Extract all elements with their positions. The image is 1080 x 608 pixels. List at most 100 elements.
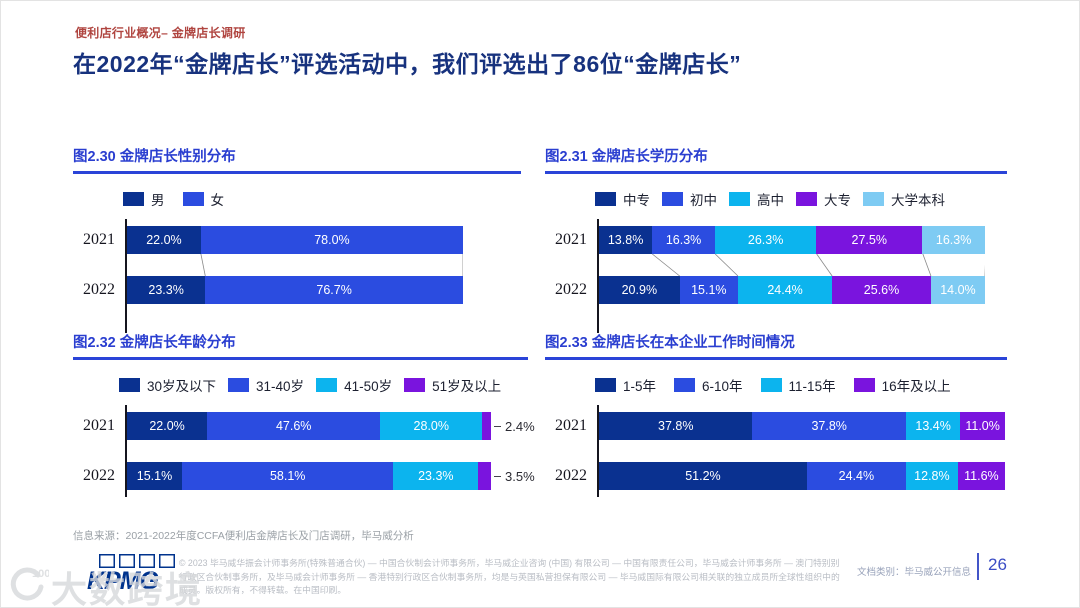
bar-row: 2021 37.8% 37.8% 13.4% 11.0% bbox=[555, 412, 1007, 440]
legend: 中专 初中 高中 大专 大学本科 bbox=[595, 189, 1007, 209]
legend-swatch bbox=[796, 192, 817, 206]
bar-row: 2022 23.3% 76.7% bbox=[83, 276, 521, 304]
legend-label: 11-15年 bbox=[788, 379, 836, 394]
page-number: 26 bbox=[988, 555, 1007, 574]
bar-segment bbox=[478, 462, 491, 490]
chart-title: 图2.30 金牌店长性别分布 bbox=[73, 145, 521, 174]
stacked-bar: 20.9% 15.1% 24.4% 25.6% 14.0% bbox=[599, 276, 985, 304]
legend-item: 高中 bbox=[729, 189, 784, 209]
legend: 1-5年 6-10年 11-15年 16年及以上 bbox=[595, 375, 1007, 395]
year-label: 2022 bbox=[555, 281, 587, 298]
source-note: 信息来源：2021-2022年度CCFA便利店金牌店长及门店调研，毕马威分析 bbox=[73, 530, 414, 542]
chart-title: 图2.31 金牌店长学历分布 bbox=[545, 145, 1007, 174]
bar-segment: 24.4% bbox=[737, 276, 833, 304]
bar-segment: 47.6% bbox=[207, 412, 381, 440]
bar-row: 2021 13.8% 16.3% 26.3% 27.5% 16.3% bbox=[555, 226, 1007, 254]
bar-segment: 25.6% bbox=[832, 276, 931, 304]
bar-segment: 76.7% bbox=[205, 276, 463, 304]
legend-swatch bbox=[404, 378, 426, 392]
swirl-100-icon: 100 bbox=[5, 563, 50, 608]
bar-segment: 16.3% bbox=[922, 226, 985, 254]
chart-education-distribution: 图2.31 金牌店长学历分布 中专 初中 高中 大专 大学本科 2021 13.8% 16.… bbox=[545, 145, 1007, 333]
leader-line bbox=[494, 475, 501, 477]
legend-label: 女 bbox=[210, 193, 225, 208]
year-label: 2021 bbox=[83, 231, 115, 248]
bar-segment: 20.9% bbox=[599, 276, 680, 304]
stacked-bar: 22.0% 78.0% bbox=[127, 226, 463, 254]
chart-rows: 2021 13.8% 16.3% 26.3% 27.5% 16.3% 2022 20.9% 15… bbox=[555, 219, 1007, 333]
legend-item: 大学本科 bbox=[863, 189, 945, 209]
legend-label: 30岁及以下 bbox=[147, 379, 217, 394]
stacked-bar: 51.2% 24.4% 12.8% 11.6% bbox=[599, 462, 1005, 490]
chart-title: 图2.33 金牌店长在本企业工作时间情况 bbox=[545, 331, 1007, 360]
legend-label: 31-40岁 bbox=[256, 379, 305, 394]
legend-swatch bbox=[760, 378, 782, 392]
legend-label: 大专 bbox=[824, 193, 851, 208]
bar-segment: 51.2% bbox=[599, 462, 807, 490]
year-label: 2022 bbox=[83, 281, 115, 298]
legend: 30岁及以下 31-40岁 41-50岁 51岁及以上 bbox=[119, 375, 528, 395]
outside-value-label: 2.4% bbox=[494, 419, 535, 434]
chart-rows: 2021 37.8% 37.8% 13.4% 11.0% 2022 51.2% 24.4% 12… bbox=[555, 405, 1007, 497]
bar-row: 2022 51.2% 24.4% 12.8% 11.6% bbox=[555, 462, 1007, 490]
legend-item: 女 bbox=[182, 189, 225, 209]
bar-segment bbox=[482, 412, 491, 440]
chart-gender-distribution: 图2.30 金牌店长性别分布 男女 2021 22.0% 78.0% 2022 23.3… bbox=[73, 145, 521, 333]
year-label: 2022 bbox=[83, 467, 115, 484]
legend-item: 16年及以上 bbox=[853, 375, 951, 395]
legend-item: 6-10年 bbox=[674, 375, 743, 395]
legend-label: 1-5年 bbox=[623, 379, 657, 394]
page-title: 在2022年“金牌店长”评选活动中，我们评选出了86位“金牌店长” bbox=[73, 51, 742, 77]
bar-segment: 28.0% bbox=[380, 412, 483, 440]
legend-swatch bbox=[182, 192, 204, 206]
legend-item: 30岁及以下 bbox=[119, 375, 216, 395]
bar-segment: 37.8% bbox=[599, 412, 753, 440]
legend-label: 初中 bbox=[690, 193, 717, 208]
legend-label: 男 bbox=[151, 193, 165, 208]
svg-text:100: 100 bbox=[32, 568, 49, 580]
stacked-bar: 23.3% 76.7% bbox=[127, 276, 463, 304]
bar-row: 2022 15.1% 58.1% 23.3% 3.5% bbox=[83, 462, 535, 490]
legend-swatch bbox=[595, 378, 616, 392]
bar-segment: 13.4% bbox=[905, 412, 961, 440]
chart-rows: 2021 22.0% 78.0% 2022 23.3% 76.7% bbox=[83, 219, 521, 333]
bar-segment: 22.0% bbox=[127, 412, 208, 440]
bar-segment: 11.6% bbox=[957, 462, 1005, 490]
legend-label: 高中 bbox=[757, 193, 784, 208]
copyright-text: © 2023 毕马威华振会计师事务所(特殊普通合伙) — 中国合伙制会计师事务所… bbox=[179, 558, 840, 596]
legend-swatch bbox=[674, 378, 696, 392]
bar-row: 2021 22.0% 47.6% 28.0% 2.4% bbox=[83, 412, 535, 440]
legend-label: 51岁及以上 bbox=[432, 379, 502, 394]
footer-divider bbox=[977, 553, 979, 580]
legend: 男女 bbox=[123, 189, 521, 209]
legend-label: 6-10年 bbox=[702, 379, 743, 394]
bar-segment: 13.8% bbox=[599, 226, 653, 254]
bar-segment: 22.0% bbox=[127, 226, 201, 254]
bar-segment: 24.4% bbox=[806, 462, 906, 490]
legend-swatch bbox=[863, 192, 884, 206]
bar-segment: 11.0% bbox=[960, 412, 1005, 440]
bar-row: 2022 20.9% 15.1% 24.4% 25.6% 14.0% bbox=[555, 276, 1007, 304]
legend-swatch bbox=[729, 192, 750, 206]
year-label: 2021 bbox=[555, 417, 587, 434]
bar-segment: 15.1% bbox=[679, 276, 738, 304]
bar-segment: 23.3% bbox=[127, 276, 206, 304]
bar-segment: 16.3% bbox=[652, 226, 715, 254]
bar-segment: 14.0% bbox=[930, 276, 985, 304]
legend-label: 中专 bbox=[623, 193, 650, 208]
chart-title: 图2.32 金牌店长年龄分布 bbox=[73, 331, 528, 360]
kpmg-logo: KPMG bbox=[83, 553, 179, 602]
stacked-bar: 22.0% 47.6% 28.0% bbox=[127, 412, 491, 440]
bar-segment: 27.5% bbox=[816, 226, 923, 254]
stacked-bar: 13.8% 16.3% 26.3% 27.5% 16.3% bbox=[599, 226, 985, 254]
bar-segment: 23.3% bbox=[393, 462, 479, 490]
legend-swatch bbox=[853, 378, 875, 392]
legend-swatch bbox=[123, 192, 144, 206]
legend-item: 51岁及以上 bbox=[404, 375, 501, 395]
legend-item: 初中 bbox=[662, 189, 717, 209]
legend-item: 31-40岁 bbox=[228, 375, 304, 395]
bar-segment: 37.8% bbox=[752, 412, 906, 440]
stacked-bar: 15.1% 58.1% 23.3% bbox=[127, 462, 491, 490]
legend-item: 男 bbox=[123, 189, 165, 209]
